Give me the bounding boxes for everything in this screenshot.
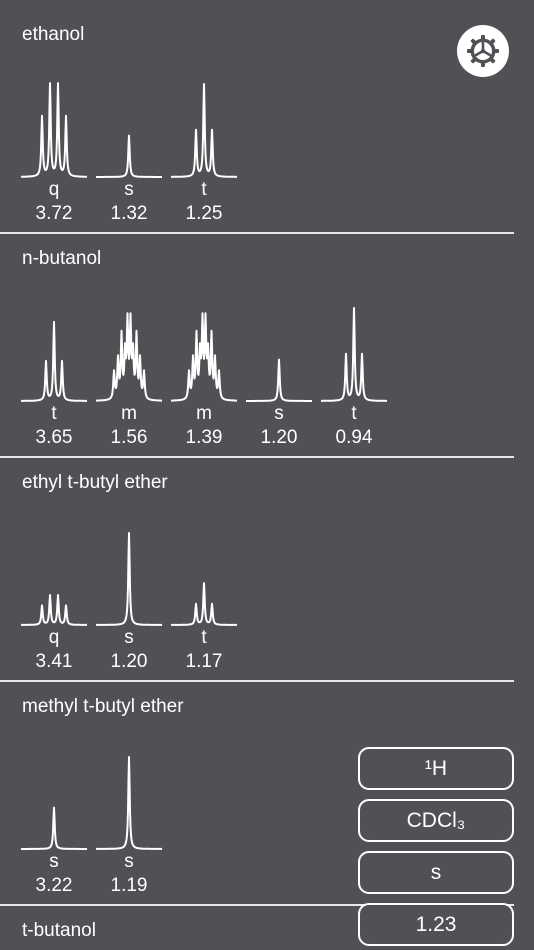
peak-shift: 1.39 <box>185 427 223 448</box>
peak-line <box>20 320 88 402</box>
section-divider <box>0 232 514 234</box>
peak: m 1.39 <box>170 303 238 449</box>
peak-spectrum <box>170 83 238 178</box>
peak: q 3.72 <box>20 79 88 225</box>
peak-line <box>20 594 88 626</box>
peak: t 0.94 <box>320 303 388 449</box>
settings-button[interactable] <box>457 25 509 77</box>
peak-shift: 3.65 <box>35 427 73 448</box>
peak-shift: 1.19 <box>110 875 148 896</box>
peak: s 1.20 <box>245 303 313 449</box>
peak-multiplicity: q <box>48 179 60 200</box>
section-divider <box>0 680 514 682</box>
section-divider <box>0 904 514 906</box>
peak-line <box>170 312 238 402</box>
peak: s 1.19 <box>95 751 163 897</box>
peak-spectrum <box>95 756 163 850</box>
peak-spectrum <box>20 320 88 402</box>
peak-line <box>170 83 238 178</box>
peak-line <box>95 532 163 626</box>
peak-spectrum <box>20 806 88 850</box>
peak-spectrum <box>95 532 163 626</box>
peak-shift: 3.22 <box>35 875 73 896</box>
section-divider <box>0 456 514 458</box>
peak-shift: 1.32 <box>110 203 148 224</box>
compound-name: n-butanol <box>22 248 102 269</box>
peak-multiplicity: s <box>124 627 134 648</box>
peak-shift: 0.94 <box>335 427 373 448</box>
peak-line <box>95 756 163 850</box>
peak: s 3.22 <box>20 751 88 897</box>
peak-multiplicity: s <box>124 851 134 872</box>
peak: s 1.20 <box>95 527 163 673</box>
peak-spectrum <box>320 307 388 402</box>
peak-multiplicity: m <box>121 403 137 424</box>
compound-name: ethanol <box>22 24 85 45</box>
compound-name: ethyl t-butyl ether <box>22 472 168 493</box>
peak-shift: 1.20 <box>110 651 148 672</box>
peak-line <box>95 134 163 178</box>
compound-name: methyl t-butyl ether <box>22 696 184 717</box>
peak-multiplicity: s <box>124 179 134 200</box>
peak-line <box>170 582 238 626</box>
peak-multiplicity: q <box>48 627 60 648</box>
peak-multiplicity: m <box>196 403 212 424</box>
peak-spectrum <box>95 134 163 178</box>
peak-spectrum <box>170 582 238 626</box>
peak: s 1.32 <box>95 79 163 225</box>
peak-spectrum <box>170 312 238 402</box>
peak-multiplicity: s <box>49 851 59 872</box>
peak-shift: 1.56 <box>110 427 148 448</box>
shift-filter-button[interactable]: 1.23 <box>358 903 514 946</box>
peak: t 1.25 <box>170 79 238 225</box>
peak-line <box>245 358 313 402</box>
peak-line <box>20 806 88 850</box>
peak: m 1.56 <box>95 303 163 449</box>
peak-multiplicity: t <box>351 403 357 424</box>
solvent-filter-button[interactable]: CDCl₃ <box>358 799 514 842</box>
compound-name: t-butanol <box>22 920 96 941</box>
peak: t 1.17 <box>170 527 238 673</box>
peak-shift: 3.72 <box>35 203 73 224</box>
multiplicity-filter-button[interactable]: s <box>358 851 514 894</box>
peak-spectrum <box>20 82 88 178</box>
peak-shift: 3.41 <box>35 651 73 672</box>
peak-spectrum <box>245 358 313 402</box>
peak-multiplicity: t <box>201 179 207 200</box>
peak-shift: 1.20 <box>260 427 298 448</box>
peak-spectrum <box>95 312 163 402</box>
peak-multiplicity: s <box>274 403 284 424</box>
peak-multiplicity: t <box>51 403 57 424</box>
peak-shift: 1.25 <box>185 203 223 224</box>
peak-multiplicity: t <box>201 627 207 648</box>
peak-line <box>320 307 388 402</box>
peak: t 3.65 <box>20 303 88 449</box>
peak-spectrum <box>20 594 88 626</box>
peak-shift: 1.17 <box>185 651 223 672</box>
peak: q 3.41 <box>20 527 88 673</box>
peak-line <box>20 82 88 178</box>
peak-line <box>95 312 163 402</box>
nucleus-filter-button[interactable]: ¹H <box>358 747 514 790</box>
gear-icon <box>467 35 499 67</box>
